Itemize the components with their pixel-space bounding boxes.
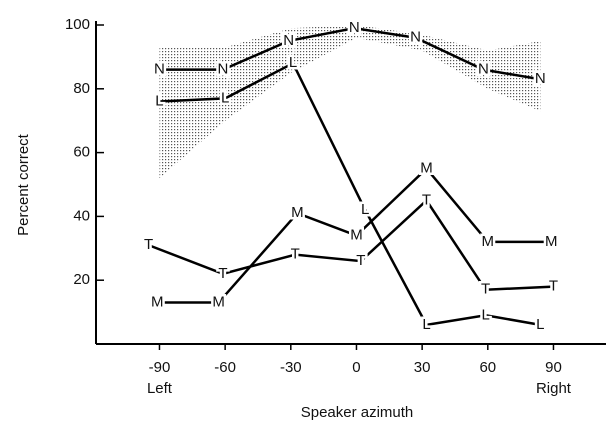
point-marker: L: [221, 89, 229, 106]
x-axis-label: Speaker azimuth: [301, 404, 414, 421]
y-tick-label: 60: [73, 144, 90, 161]
x-tick-label: -30: [280, 359, 302, 376]
y-tick-label: 40: [73, 207, 90, 224]
series-line: [157, 166, 552, 304]
point-marker: N: [283, 32, 294, 49]
x-tick-label: 60: [479, 359, 496, 376]
point-marker: T: [218, 265, 227, 282]
point-marker: L: [422, 316, 430, 333]
y-axis-label: Percent correct: [15, 133, 32, 236]
x-tick-label: 90: [545, 359, 562, 376]
point-marker: M: [420, 160, 433, 177]
point-marker: M: [545, 233, 558, 250]
point-marker: L: [155, 93, 163, 110]
point-marker: T: [291, 246, 300, 263]
annotation: Left: [147, 380, 173, 397]
point-marker: M: [291, 204, 304, 221]
point-marker: T: [356, 252, 365, 269]
series-line: [148, 198, 554, 292]
point-marker: M: [151, 293, 164, 310]
point-marker: M: [212, 293, 225, 310]
band: [159, 25, 541, 179]
point-marker: L: [481, 306, 489, 323]
point-marker: T: [481, 281, 490, 298]
x-tick-label: 30: [414, 359, 431, 376]
point-marker: N: [154, 61, 165, 78]
x-tick-label: -90: [149, 359, 171, 376]
point-marker: N: [535, 70, 546, 87]
point-marker: T: [422, 191, 431, 208]
series-line: [159, 26, 541, 81]
point-marker: T: [144, 236, 153, 253]
point-marker: M: [350, 227, 363, 244]
point-marker: L: [289, 54, 297, 71]
point-marker: M: [482, 233, 495, 250]
x-tick-label: 0: [352, 359, 360, 376]
point-marker: N: [410, 29, 421, 46]
point-marker: N: [349, 19, 360, 36]
point-marker: L: [536, 316, 544, 333]
series-line: [159, 61, 541, 327]
x-tick-label: -60: [214, 359, 236, 376]
y-tick-label: 80: [73, 80, 90, 97]
y-tick-label: 20: [73, 271, 90, 288]
y-tick-label: 100: [65, 16, 90, 33]
annotation: Right: [536, 380, 572, 397]
point-marker: N: [478, 61, 489, 78]
point-marker: T: [549, 278, 558, 295]
point-marker: N: [218, 61, 229, 78]
point-marker: L: [361, 201, 369, 218]
